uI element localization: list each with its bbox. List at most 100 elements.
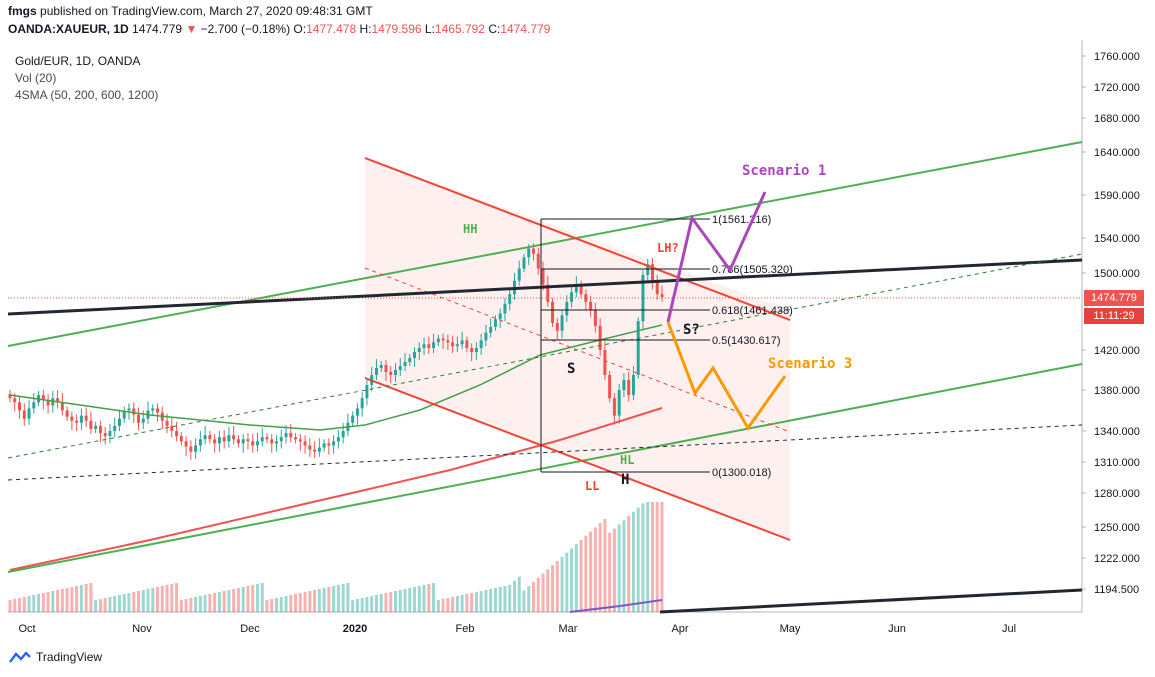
volume-bar xyxy=(217,592,221,612)
volume-bar xyxy=(570,548,574,612)
candle-body xyxy=(265,437,269,440)
y-tick-label: 1340.000 xyxy=(1094,426,1140,438)
y-tick-label: 1640.000 xyxy=(1094,147,1140,159)
volume-bar xyxy=(327,587,331,612)
candle-body xyxy=(532,248,536,254)
open-value: 1477.478 xyxy=(306,22,357,36)
volume-bar xyxy=(608,532,612,612)
symbol-label: OANDA:XAUEUR, 1D xyxy=(8,22,129,36)
x-tick-label: May xyxy=(780,623,801,635)
volume-bar xyxy=(427,584,431,612)
legend-volume[interactable]: Vol (20) xyxy=(15,71,57,85)
volume-bar xyxy=(94,600,98,612)
candle-body xyxy=(589,301,593,310)
candle-body xyxy=(527,248,531,258)
candle-body xyxy=(255,441,259,446)
candle-body xyxy=(8,394,12,399)
candle-body xyxy=(151,408,155,411)
volume-bar xyxy=(279,597,283,612)
candle-body xyxy=(413,352,417,358)
volume-bar xyxy=(232,589,236,612)
candle-body xyxy=(398,366,402,370)
candle-body xyxy=(275,441,279,444)
y-tick-label: 1250.000 xyxy=(1094,522,1140,534)
lower-green-trendline xyxy=(7,363,1083,573)
y-tick-label: 1760.000 xyxy=(1094,51,1140,63)
legend-sma[interactable]: 4SMA (50, 200, 600, 1200) xyxy=(15,88,159,102)
candle-body xyxy=(422,344,426,349)
candle-body xyxy=(13,398,17,403)
candle-body xyxy=(284,433,288,438)
volume-bar xyxy=(436,600,440,612)
candle-body xyxy=(103,433,107,437)
candle-body xyxy=(574,284,578,293)
volume-bar xyxy=(584,535,588,612)
chart-annotation: HH xyxy=(463,222,477,236)
volume-bar xyxy=(103,598,107,612)
candle-body xyxy=(122,410,126,419)
candle-body xyxy=(179,436,183,442)
volume-bar xyxy=(408,588,412,612)
tradingview-footer[interactable]: TradingView xyxy=(8,650,102,664)
volume-bar xyxy=(160,586,164,612)
volume-bar xyxy=(646,502,650,612)
volume-bar xyxy=(194,597,198,612)
volume-bar xyxy=(379,594,383,612)
candle-body xyxy=(622,380,626,390)
candle-body xyxy=(22,410,26,419)
volume-bar xyxy=(132,592,136,612)
volume-bar xyxy=(165,585,169,612)
volume-bar xyxy=(317,589,321,612)
x-tick-label: Mar xyxy=(559,623,578,635)
red-channel-lower xyxy=(364,377,791,541)
volume-bar xyxy=(170,584,174,612)
volume-bar xyxy=(189,598,193,612)
candle-body xyxy=(170,425,174,431)
volume-bar xyxy=(660,502,664,612)
volume-bar xyxy=(636,507,640,612)
candle-body xyxy=(608,375,612,399)
volume-bar xyxy=(18,598,22,612)
volume-bar xyxy=(546,569,550,612)
sma-vol-line xyxy=(569,599,663,613)
volume-bar xyxy=(213,593,217,612)
candle-body xyxy=(341,431,345,438)
volume-bar xyxy=(32,595,36,612)
candle-body xyxy=(279,437,283,442)
volume-bar xyxy=(527,586,531,612)
volume-bar xyxy=(70,587,74,612)
volume-bar xyxy=(432,583,436,612)
black-bottom-line xyxy=(659,588,1083,614)
candle-body xyxy=(355,408,359,416)
sma-200-line xyxy=(9,407,663,571)
volume-bar xyxy=(532,582,536,612)
author-name[interactable]: fmgs xyxy=(8,4,37,18)
candle-body xyxy=(217,437,221,444)
volume-bar xyxy=(8,600,12,612)
volume-bar xyxy=(303,592,307,612)
candle-body xyxy=(308,445,312,450)
volume-bar xyxy=(551,565,555,612)
footer-brand: TradingView xyxy=(36,650,103,664)
volume-bar xyxy=(341,584,345,612)
candle-body xyxy=(332,441,336,446)
volume-bar xyxy=(203,595,207,612)
volume-bar xyxy=(294,594,298,612)
candle-body xyxy=(289,433,293,438)
volume-bar xyxy=(455,596,459,612)
volume-bar xyxy=(151,588,155,612)
volume-bar xyxy=(374,595,378,612)
ohlc-bar: OANDA:XAUEUR, 1D 1474.779 ▼ −2.700 (−0.1… xyxy=(8,22,550,36)
volume-bar xyxy=(474,592,478,612)
close-value: 1474.779 xyxy=(500,22,551,36)
volume-bar xyxy=(498,587,502,612)
volume-bar xyxy=(332,586,336,612)
candle-body xyxy=(89,420,93,429)
volume-bar xyxy=(560,556,564,612)
candle-body xyxy=(84,415,88,421)
candle-body xyxy=(650,264,654,283)
volume-bar xyxy=(146,589,150,612)
volume-bar xyxy=(389,592,393,612)
candle-body xyxy=(313,449,317,452)
